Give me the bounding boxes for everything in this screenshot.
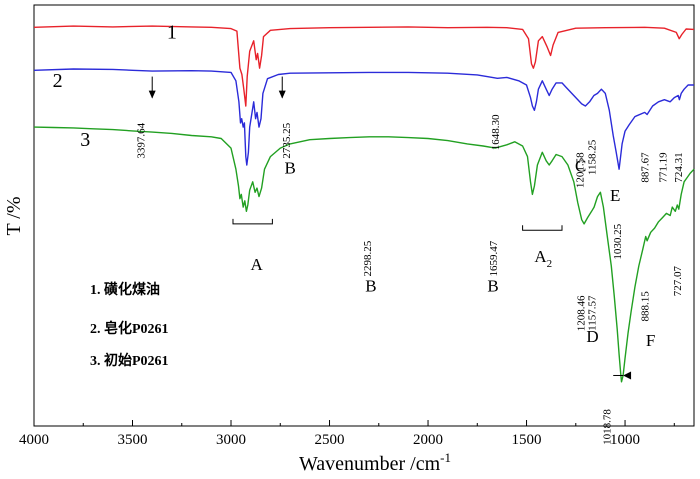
series-number-label: 3 [80, 129, 90, 151]
x-tick-label: 1000 [610, 432, 640, 448]
x-tick-label: 1500 [512, 432, 542, 448]
x-axis-label: Wavenumber /cm-1 [299, 450, 451, 475]
peak-annotation: 888.15 [640, 291, 652, 322]
peak-annotation: 3397.64 [135, 122, 147, 158]
peak-annotation: 1018.78 [601, 409, 613, 445]
band-letter: B [487, 276, 498, 295]
series-line-1 [33, 25, 695, 107]
peak-annotation: 727.07 [672, 266, 684, 297]
band-letter: B [284, 158, 295, 177]
band-letter: A [250, 255, 263, 274]
arrow-head [148, 90, 156, 99]
x-tick-label: 4000 [19, 432, 49, 448]
band-letter-subscript: 2 [547, 258, 553, 270]
band-letter: A2 [534, 247, 552, 270]
peak-annotation: 1158.25 [586, 139, 598, 175]
y-axis-label: T /% [3, 196, 25, 235]
series-number-label: 2 [53, 70, 63, 92]
chart-annotations: 1 2 3 3397.64 2735.25 1648.30 1201.58 1158.25 88… [53, 22, 685, 445]
series-line-3 [33, 126, 695, 383]
peak-annotation: 1648.30 [490, 114, 502, 150]
x-axis-label-superscript: -1 [440, 450, 451, 465]
arrow-head [278, 90, 286, 99]
x-tick-label: 2500 [315, 432, 345, 448]
peak-annotation: 724.31 [673, 152, 685, 182]
band-bracket [522, 225, 563, 231]
peak-annotation: 2298.25 [362, 240, 374, 276]
peak-annotation: 1030.25 [612, 223, 624, 259]
peak-annotation: 887.67 [640, 152, 652, 183]
legend-entry-3: 3. 初始P0261 [90, 352, 169, 369]
band-letter: B [365, 276, 376, 295]
legend-entry-1: 1. 磺化煤油 [90, 281, 160, 298]
x-tick-label: 3500 [118, 432, 148, 448]
peak-annotation: 771.19 [657, 152, 669, 183]
peak-annotation: 1157.57 [586, 295, 598, 331]
x-tick-label: 2000 [413, 432, 443, 448]
arrow-head [623, 371, 632, 380]
peak-annotation: 1659.47 [488, 240, 500, 276]
series-number-label: 1 [167, 22, 177, 44]
band-letter: F [646, 331, 655, 350]
x-axis-ticks: 4000 3500 3000 2500 2000 1500 1000 [19, 420, 675, 448]
plot-frame [33, 4, 695, 427]
band-bracket [232, 218, 273, 225]
legend-entry-2: 2. 皂化P0261 [90, 320, 169, 337]
band-letter: C [575, 156, 586, 175]
peak-annotation: 2735.25 [281, 122, 293, 158]
band-letter: E [610, 186, 620, 205]
legend: 1. 磺化煤油 2. 皂化P0261 3. 初始P0261 [90, 281, 169, 369]
x-tick-label: 3000 [216, 432, 246, 448]
peak-annotation: 1208.46 [576, 295, 588, 331]
peak-annotation: 1201.58 [575, 152, 587, 188]
x-axis-label-text: Wavenumber /cm [299, 453, 441, 475]
series-line-2 [33, 68, 694, 170]
series-lines [33, 25, 695, 383]
band-letter: D [586, 327, 598, 346]
